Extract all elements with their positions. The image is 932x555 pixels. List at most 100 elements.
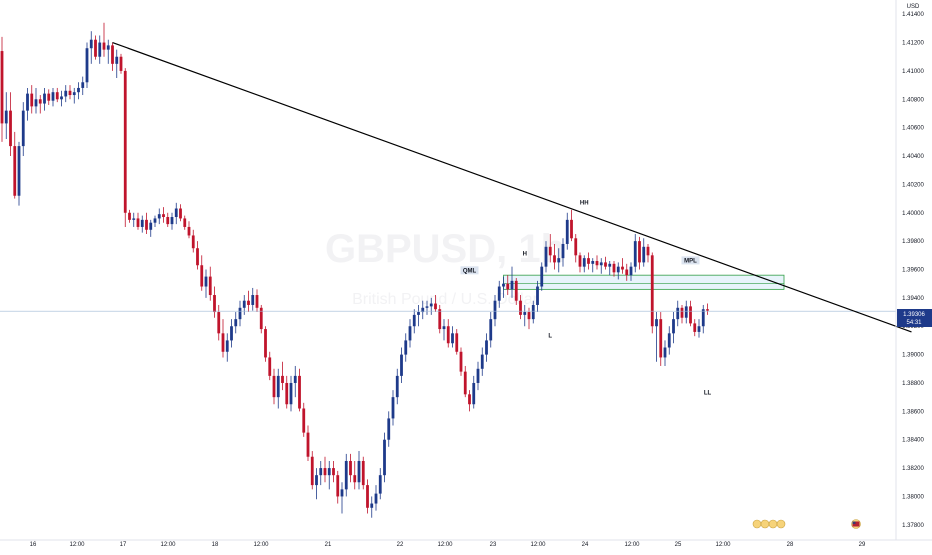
candle: [587, 252, 590, 270]
candle: [149, 219, 153, 237]
candle: [502, 276, 505, 298]
candle-body: [51, 92, 55, 101]
candle-body: [204, 276, 208, 287]
candle: [327, 460, 331, 490]
candle-body: [9, 110, 12, 147]
zone-rectangle[interactable]: [503, 274, 785, 290]
drawings[interactable]: [0, 41, 912, 333]
candle: [323, 456, 327, 483]
candle-body: [81, 82, 85, 88]
candle-body: [434, 303, 437, 310]
candle-body: [332, 468, 335, 476]
candle-body: [625, 269, 629, 276]
price-tick-label: 1.38000: [902, 494, 924, 500]
candle-body: [170, 217, 174, 225]
candle-body: [272, 375, 276, 398]
candle-body: [701, 309, 705, 327]
candle: [468, 390, 471, 412]
candle: [689, 300, 692, 327]
candle-body: [638, 241, 641, 263]
candle: [663, 340, 667, 366]
candle: [191, 229, 195, 253]
candle-body: [264, 329, 267, 358]
supply-zone[interactable]: [503, 274, 785, 290]
candle-body: [289, 382, 293, 405]
candle-body: [629, 266, 633, 276]
candle-body: [587, 258, 590, 264]
candle: [404, 333, 408, 362]
candle: [523, 304, 527, 327]
price-tick-label: 1.38200: [902, 466, 924, 472]
candle: [531, 300, 535, 324]
candle-body: [336, 475, 340, 497]
candle-body: [136, 218, 140, 227]
candle: [506, 275, 510, 296]
candle-body: [17, 146, 21, 196]
candle: [68, 85, 72, 100]
candle: [123, 68, 127, 227]
candle-body: [315, 475, 318, 486]
time-tick-label: 12:00: [160, 542, 176, 548]
candle-body: [26, 93, 29, 111]
candle-body: [64, 90, 68, 97]
candle: [591, 258, 595, 273]
candle-body: [238, 307, 242, 320]
candle-body: [612, 263, 616, 273]
candle-body: [221, 333, 225, 352]
candle-body: [642, 246, 646, 263]
candle: [616, 262, 620, 280]
trendline[interactable]: [112, 41, 912, 333]
candle: [604, 256, 607, 270]
last-price-value: 1.39306: [903, 312, 925, 318]
candle: [242, 295, 246, 315]
candle-body: [591, 260, 595, 264]
candle-body: [323, 468, 327, 476]
candle-body: [102, 42, 106, 50]
candle: [344, 453, 348, 497]
candle: [429, 297, 433, 315]
candle: [540, 262, 544, 291]
calendar-events-icon[interactable]: [752, 519, 786, 529]
candle-body: [510, 280, 514, 290]
candle-body: [285, 382, 289, 405]
candle-body: [655, 319, 658, 327]
candle-body: [502, 283, 505, 287]
price-tick-label: 1.38400: [902, 438, 924, 444]
candle: [574, 234, 578, 263]
footer-icons[interactable]: [752, 519, 861, 529]
candle: [51, 87, 55, 107]
candle: [706, 303, 709, 315]
candle: [26, 87, 29, 121]
candle: [289, 375, 293, 412]
candle-body: [128, 212, 131, 220]
candle: [357, 451, 361, 490]
candle: [60, 90, 63, 107]
candle-body: [230, 326, 233, 341]
us-flag-icon[interactable]: [851, 519, 861, 529]
price-tick-label: 1.39000: [902, 353, 924, 359]
candle: [234, 312, 238, 334]
candle: [302, 402, 306, 437]
candle: [264, 326, 267, 362]
watermark-symbol: GBPUSD, 1h: [325, 227, 565, 271]
candle: [667, 326, 671, 355]
candle: [140, 215, 144, 233]
candle: [638, 236, 641, 270]
candle-body: [485, 340, 488, 355]
price-tick-label: 1.40800: [902, 97, 924, 103]
candle-body: [582, 258, 586, 267]
candle-body: [242, 300, 246, 308]
candle: [0, 36, 4, 142]
candle: [378, 468, 382, 500]
candle-body: [123, 70, 127, 213]
candle: [213, 286, 216, 318]
candle: [621, 258, 624, 274]
time-tick-label: 12:00: [253, 542, 269, 548]
last-price-tag: 1.39306 54:31: [897, 309, 932, 327]
candle: [493, 295, 497, 327]
candle: [89, 31, 93, 64]
